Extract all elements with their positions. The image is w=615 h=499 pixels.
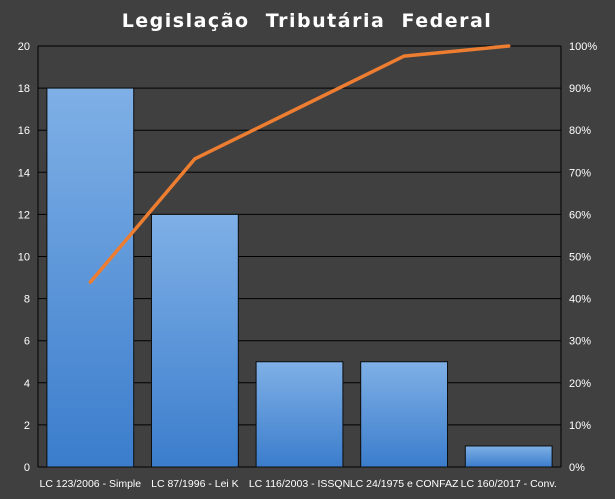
y2-tick-label: 90% xyxy=(569,83,591,95)
bar xyxy=(150,213,239,468)
x-tick-label: LC 24/1975 e CONFAZ xyxy=(350,478,459,490)
y-axis-left: 0 2 4 6 8 10 12 14 16 18 20 xyxy=(18,41,30,474)
bar-layer xyxy=(46,87,553,468)
y-tick-label: 10 xyxy=(18,252,30,264)
y2-tick-label: 0% xyxy=(569,462,585,474)
x-tick-label: LC 123/2006 - Simple xyxy=(40,478,142,490)
y2-tick-label: 40% xyxy=(569,294,591,306)
y2-tick-label: 80% xyxy=(569,125,591,137)
x-tick-label: LC 87/1996 - Lei K xyxy=(151,478,239,490)
y-tick-label: 12 xyxy=(18,209,30,221)
y-axis-right: 0% 10% 20% 30% 40% 50% 60% 70% 80% 90% 100% xyxy=(569,41,597,474)
bar xyxy=(255,361,344,468)
cumulative-line xyxy=(88,44,511,284)
y-tick-label: 20 xyxy=(18,41,30,53)
x-tick-label: LC 116/2003 - ISSQN xyxy=(249,478,350,490)
x-tick-label: LC 160/2017 - Conv. xyxy=(461,478,557,490)
y2-tick-label: 10% xyxy=(569,420,591,432)
chart-title: Legislação Tributária Federal xyxy=(122,10,493,32)
y-tick-label: 6 xyxy=(24,336,30,348)
y2-tick-label: 60% xyxy=(569,209,591,221)
bar xyxy=(464,445,553,468)
y2-tick-label: 30% xyxy=(569,336,591,348)
x-axis: LC 123/2006 - Simple LC 87/1996 - Lei K LC… xyxy=(40,478,557,490)
bar xyxy=(360,361,449,468)
y-tick-label: 4 xyxy=(24,378,30,390)
y-tick-label: 18 xyxy=(18,83,30,95)
y2-tick-label: 20% xyxy=(569,378,591,390)
line-layer xyxy=(88,44,511,284)
y2-tick-label: 100% xyxy=(569,41,597,53)
y-tick-label: 0 xyxy=(24,462,30,474)
y-tick-label: 14 xyxy=(18,167,30,179)
y-tick-label: 2 xyxy=(24,420,30,432)
y-tick-label: 16 xyxy=(18,125,30,137)
y-tick-label: 8 xyxy=(24,294,30,306)
y2-tick-label: 70% xyxy=(569,167,591,179)
bar xyxy=(46,87,135,468)
y2-tick-label: 50% xyxy=(569,252,591,264)
